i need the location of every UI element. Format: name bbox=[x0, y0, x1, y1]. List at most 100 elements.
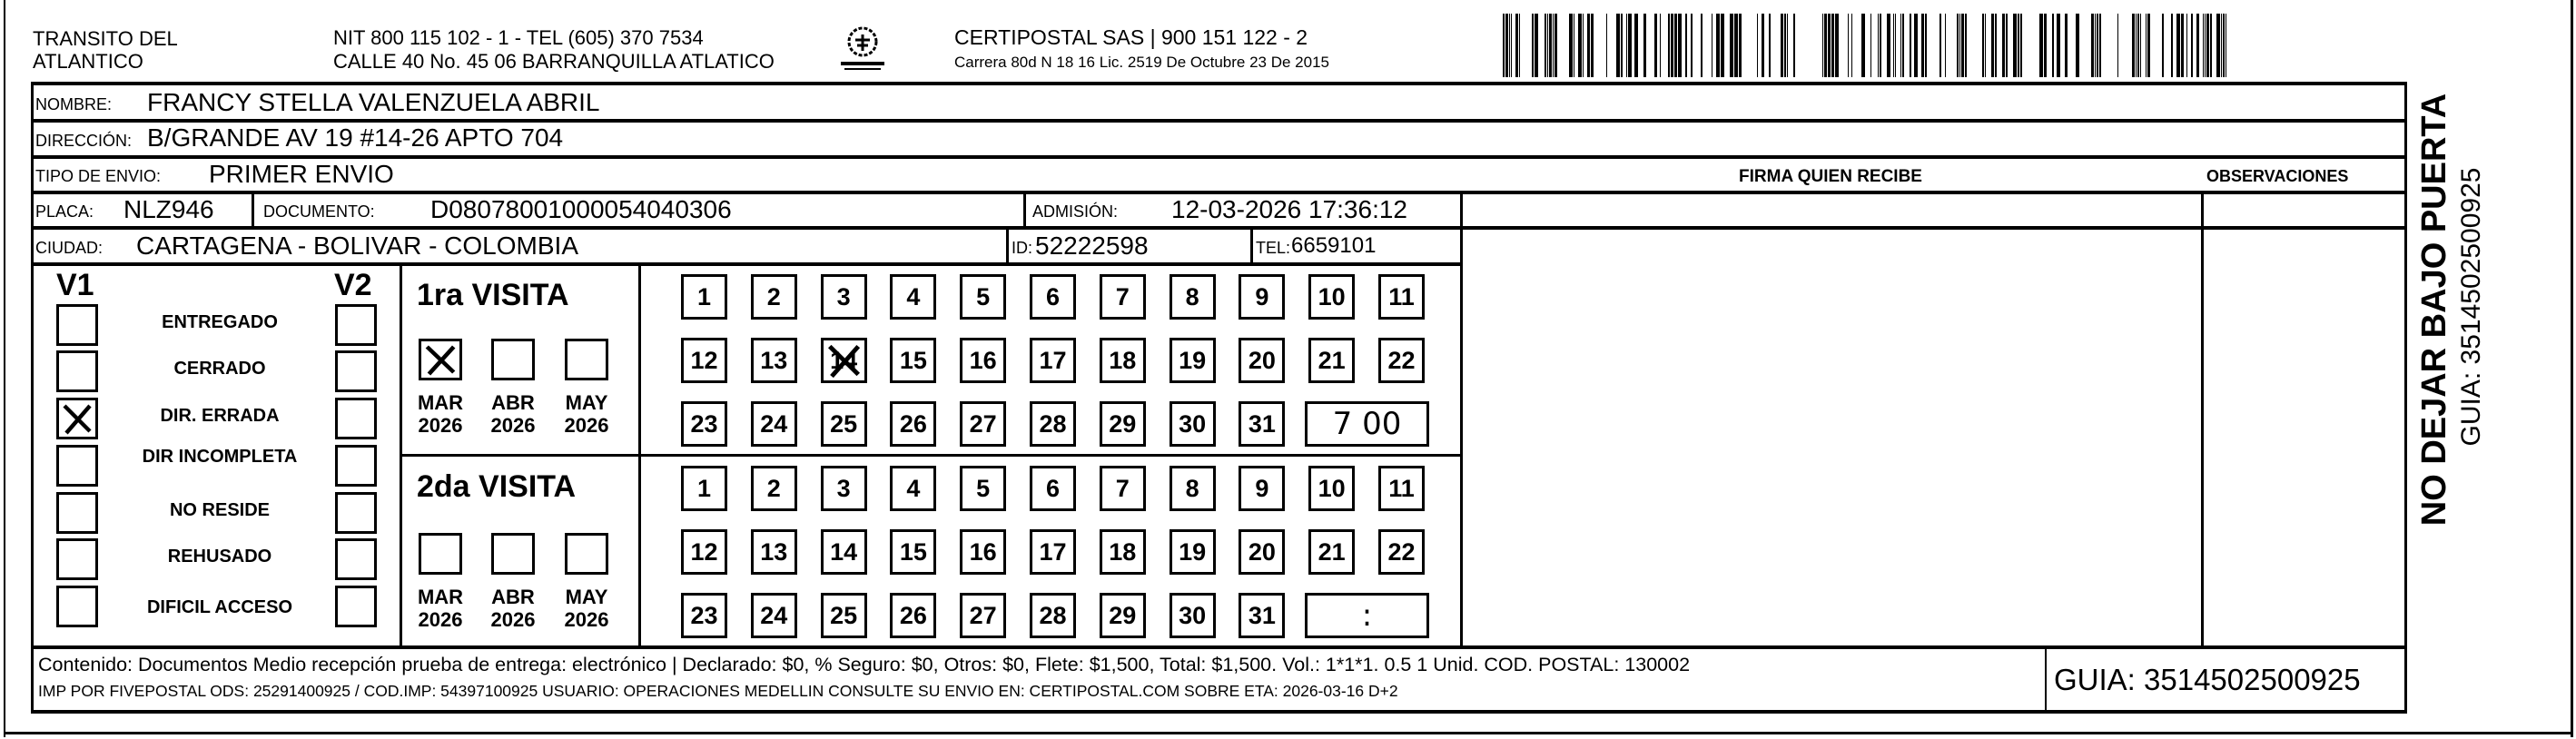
day-box[interactable]: 1 bbox=[681, 274, 727, 320]
day-box[interactable]: 2 bbox=[750, 466, 797, 511]
day-number: 15 bbox=[899, 346, 927, 374]
day-box[interactable]: 10 bbox=[1308, 466, 1356, 511]
day-box[interactable]: 25 bbox=[820, 593, 867, 638]
day-box[interactable]: 15 bbox=[890, 338, 937, 383]
day-box[interactable]: 3 bbox=[820, 274, 867, 320]
firma-header: FIRMA QUIEN RECIBE bbox=[1739, 167, 1922, 186]
day-box[interactable]: 10 bbox=[1308, 274, 1356, 320]
day-box[interactable]: 23 bbox=[681, 593, 727, 638]
day-box[interactable]: 29 bbox=[1099, 593, 1146, 638]
day-box[interactable]: 30 bbox=[1169, 593, 1216, 638]
day-box[interactable]: 23 bbox=[681, 401, 727, 447]
day-box[interactable]: 29 bbox=[1099, 401, 1146, 447]
v1-checkbox[interactable] bbox=[56, 586, 98, 627]
day-box[interactable]: 24 bbox=[750, 401, 797, 447]
issuer-address: CALLE 40 No. 45 06 BARRANQUILLA ATLATICO bbox=[333, 50, 775, 73]
day-box[interactable]: 16 bbox=[960, 529, 1007, 575]
day-box[interactable]: 13 bbox=[750, 338, 797, 383]
day-box[interactable]: 13 bbox=[750, 529, 797, 575]
v1-checkbox[interactable] bbox=[56, 538, 98, 580]
day-box[interactable]: 5 bbox=[960, 274, 1007, 320]
v1-checkbox[interactable] bbox=[56, 398, 98, 439]
day-box[interactable]: 12 bbox=[681, 338, 727, 383]
table-right-border bbox=[2404, 82, 2407, 713]
day-box[interactable]: 4 bbox=[890, 466, 937, 511]
day-box[interactable]: 31 bbox=[1239, 593, 1286, 638]
day-box[interactable]: 20 bbox=[1239, 529, 1286, 575]
day-box[interactable]: 16 bbox=[960, 338, 1007, 383]
day-box[interactable]: 27 bbox=[960, 593, 1007, 638]
day-box[interactable]: 3 bbox=[820, 466, 867, 511]
day-box[interactable]: 28 bbox=[1030, 593, 1076, 638]
v2-checkbox[interactable] bbox=[335, 350, 377, 392]
month-checkbox[interactable] bbox=[565, 339, 608, 380]
day-box[interactable]: 8 bbox=[1169, 466, 1216, 511]
day-box[interactable]: 14 bbox=[820, 529, 867, 575]
observaciones-area[interactable] bbox=[2205, 230, 2403, 644]
visit-title: 2da VISITA bbox=[417, 469, 577, 504]
day-box[interactable]: 19 bbox=[1169, 338, 1216, 383]
day-box[interactable]: 26 bbox=[890, 401, 937, 447]
day-box[interactable]: 22 bbox=[1378, 338, 1425, 383]
barcode-bar bbox=[1914, 14, 1918, 77]
time-box[interactable]: : bbox=[1305, 593, 1429, 638]
day-box[interactable]: 12 bbox=[681, 529, 727, 575]
v2-checkbox[interactable] bbox=[335, 398, 377, 439]
day-number: 11 bbox=[1388, 282, 1415, 310]
v2-checkbox[interactable] bbox=[335, 492, 377, 534]
v1-checkbox[interactable] bbox=[56, 445, 98, 487]
day-box[interactable]: 17 bbox=[1030, 338, 1076, 383]
day-box[interactable]: 25 bbox=[820, 401, 867, 447]
tipo-envio-label: TIPO DE ENVIO: bbox=[35, 167, 162, 185]
day-box[interactable]: 26 bbox=[890, 593, 937, 638]
day-box[interactable]: 31 bbox=[1239, 401, 1286, 447]
day-box[interactable]: 18 bbox=[1099, 529, 1146, 575]
day-box[interactable]: 14 bbox=[820, 338, 867, 383]
day-box[interactable]: 7 bbox=[1099, 274, 1146, 320]
barcode-bar bbox=[2002, 14, 2005, 77]
day-box[interactable]: 11 bbox=[1378, 274, 1425, 320]
day-box[interactable]: 22 bbox=[1378, 529, 1425, 575]
v2-checkbox[interactable] bbox=[335, 304, 377, 346]
day-box[interactable]: 7 bbox=[1099, 466, 1146, 511]
month-checkbox[interactable] bbox=[419, 339, 462, 380]
barcode-bar bbox=[2176, 14, 2180, 77]
day-box[interactable]: 1 bbox=[681, 466, 727, 511]
v1-checkbox[interactable] bbox=[56, 492, 98, 534]
day-box[interactable]: 27 bbox=[960, 401, 1007, 447]
month-checkbox[interactable] bbox=[491, 339, 535, 380]
month-checkbox[interactable] bbox=[419, 533, 462, 575]
day-box[interactable]: 8 bbox=[1169, 274, 1216, 320]
v1-checkbox[interactable] bbox=[56, 304, 98, 346]
day-box[interactable]: 6 bbox=[1030, 466, 1076, 511]
day-box[interactable]: 4 bbox=[890, 274, 937, 320]
day-box[interactable]: 28 bbox=[1030, 401, 1076, 447]
day-box[interactable]: 18 bbox=[1099, 338, 1146, 383]
time-box[interactable]: 7 00 bbox=[1305, 401, 1429, 447]
month-checkbox[interactable] bbox=[565, 533, 608, 575]
day-box[interactable]: 21 bbox=[1308, 338, 1356, 383]
v2-checkbox[interactable] bbox=[335, 445, 377, 487]
day-box[interactable]: 2 bbox=[750, 274, 797, 320]
day-box[interactable]: 5 bbox=[960, 466, 1007, 511]
barcode-bar bbox=[2091, 14, 2094, 77]
day-box[interactable]: 30 bbox=[1169, 401, 1216, 447]
signature-area[interactable] bbox=[1464, 230, 2199, 644]
day-box[interactable]: 9 bbox=[1239, 274, 1286, 320]
v2-checkbox[interactable] bbox=[335, 586, 377, 627]
day-box[interactable]: 6 bbox=[1030, 274, 1076, 320]
day-box[interactable]: 17 bbox=[1030, 529, 1076, 575]
day-box[interactable]: 11 bbox=[1378, 466, 1425, 511]
day-box[interactable]: 21 bbox=[1308, 529, 1356, 575]
month-label: MAY 2026 bbox=[555, 586, 618, 632]
day-number: 9 bbox=[1255, 282, 1269, 310]
day-box[interactable]: 9 bbox=[1239, 466, 1286, 511]
v2-checkbox[interactable] bbox=[335, 538, 377, 580]
month-checkbox[interactable] bbox=[491, 533, 535, 575]
day-box[interactable]: 20 bbox=[1239, 338, 1286, 383]
day-box[interactable]: 24 bbox=[750, 593, 797, 638]
direccion-label: DIRECCIÓN: bbox=[35, 132, 133, 150]
v1-checkbox[interactable] bbox=[56, 350, 98, 392]
day-box[interactable]: 15 bbox=[890, 529, 937, 575]
day-box[interactable]: 19 bbox=[1169, 529, 1216, 575]
